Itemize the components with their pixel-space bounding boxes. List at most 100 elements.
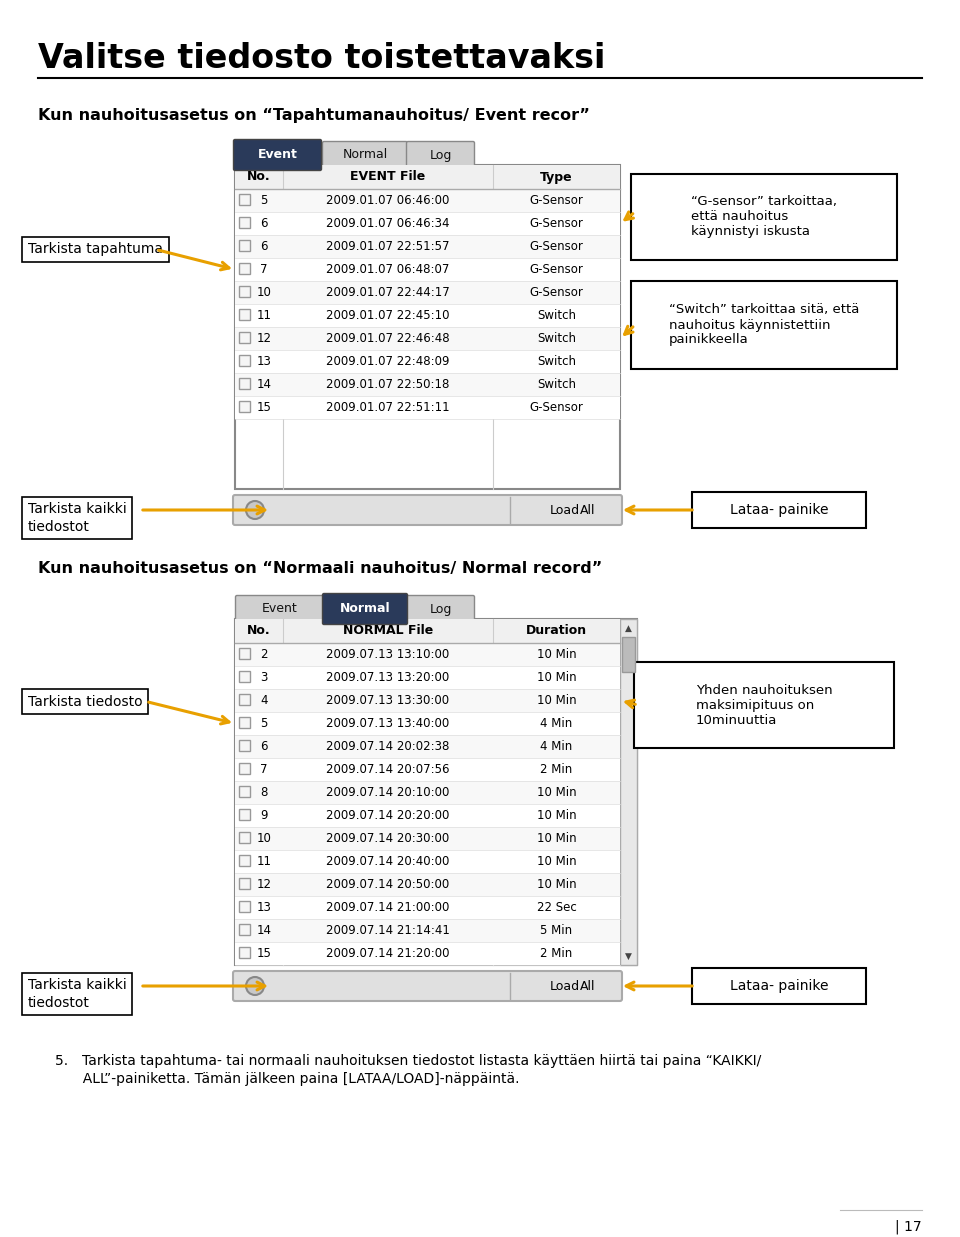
Bar bbox=[239, 763, 250, 774]
Text: Type: Type bbox=[540, 171, 573, 183]
Bar bbox=[235, 350, 620, 374]
Bar bbox=[239, 901, 250, 912]
Text: 15: 15 bbox=[256, 948, 272, 960]
Text: 10 Min: 10 Min bbox=[537, 833, 576, 845]
Text: G-Sensor: G-Sensor bbox=[530, 401, 584, 414]
Bar bbox=[235, 713, 620, 735]
Bar bbox=[235, 165, 620, 189]
Text: 5. Tarkista tapahtuma- tai normaali nauhoituksen tiedostot listasta käyttäen hii: 5. Tarkista tapahtuma- tai normaali nauh… bbox=[55, 1054, 761, 1068]
Text: 2009.07.14 20:02:38: 2009.07.14 20:02:38 bbox=[326, 740, 449, 753]
Text: Log: Log bbox=[429, 148, 452, 162]
Text: 10 Min: 10 Min bbox=[537, 809, 576, 823]
Text: No.: No. bbox=[247, 625, 271, 637]
Text: NORMAL File: NORMAL File bbox=[343, 625, 433, 637]
Text: 10 Min: 10 Min bbox=[537, 785, 576, 799]
Bar bbox=[239, 670, 250, 682]
Text: 5 Min: 5 Min bbox=[540, 924, 572, 936]
Bar bbox=[235, 758, 620, 781]
Text: 10: 10 bbox=[256, 286, 272, 299]
Bar bbox=[235, 618, 620, 643]
Bar bbox=[235, 327, 620, 350]
Text: 2009.01.07 06:48:07: 2009.01.07 06:48:07 bbox=[326, 263, 449, 276]
Text: G-Sensor: G-Sensor bbox=[530, 263, 584, 276]
Bar bbox=[235, 396, 620, 419]
Text: ALL”-painiketta. Tämän jälkeen paina [LATAA/LOAD]-näppäintä.: ALL”-painiketta. Tämän jälkeen paina [LA… bbox=[55, 1072, 519, 1086]
Text: All: All bbox=[580, 503, 595, 517]
Text: 15: 15 bbox=[256, 401, 272, 414]
Text: 14: 14 bbox=[256, 924, 272, 936]
Text: 2009.01.07 06:46:00: 2009.01.07 06:46:00 bbox=[326, 194, 449, 207]
Bar bbox=[239, 263, 250, 275]
Text: 2009.07.14 21:14:41: 2009.07.14 21:14:41 bbox=[326, 924, 450, 936]
Bar bbox=[239, 809, 250, 820]
Text: 2009.07.14 20:20:00: 2009.07.14 20:20:00 bbox=[326, 809, 449, 823]
Text: 10 Min: 10 Min bbox=[537, 670, 576, 684]
Text: 22 Sec: 22 Sec bbox=[537, 901, 576, 914]
Text: Tarkista tapahtuma: Tarkista tapahtuma bbox=[28, 242, 163, 256]
Text: 2 Min: 2 Min bbox=[540, 763, 572, 776]
Circle shape bbox=[246, 501, 264, 520]
Text: 2009.07.13 13:40:00: 2009.07.13 13:40:00 bbox=[326, 717, 449, 730]
Text: No.: No. bbox=[247, 171, 271, 183]
Text: 2009.07.13 13:20:00: 2009.07.13 13:20:00 bbox=[326, 670, 449, 684]
Text: 2009.01.07 22:51:11: 2009.01.07 22:51:11 bbox=[326, 401, 450, 414]
Text: Yhden nauhoituksen
maksimipituus on
10minuuttia: Yhden nauhoituksen maksimipituus on 10mi… bbox=[696, 684, 832, 726]
Bar bbox=[235, 259, 620, 281]
Bar bbox=[235, 212, 620, 235]
Text: 10 Min: 10 Min bbox=[537, 648, 576, 661]
Text: 2009.01.07 06:46:34: 2009.01.07 06:46:34 bbox=[326, 216, 449, 230]
Text: 7: 7 bbox=[260, 763, 268, 776]
Text: 4 Min: 4 Min bbox=[540, 717, 572, 730]
Bar bbox=[239, 355, 250, 366]
Text: 10 Min: 10 Min bbox=[537, 855, 576, 868]
Bar bbox=[235, 943, 620, 965]
Text: 8: 8 bbox=[260, 785, 268, 799]
Bar bbox=[235, 281, 620, 304]
FancyBboxPatch shape bbox=[323, 141, 407, 168]
Text: 2: 2 bbox=[260, 648, 268, 661]
Bar bbox=[235, 304, 620, 327]
Bar bbox=[239, 785, 250, 797]
FancyBboxPatch shape bbox=[233, 971, 622, 1001]
Bar bbox=[239, 401, 250, 412]
Text: 12: 12 bbox=[256, 878, 272, 891]
Text: Kun nauhoitusasetus on “Normaali nauhoitus/ Normal record”: Kun nauhoitusasetus on “Normaali nauhoit… bbox=[38, 562, 602, 576]
Text: 6: 6 bbox=[260, 240, 268, 254]
Text: Lataa- painike: Lataa- painike bbox=[730, 503, 828, 517]
Text: 2009.07.14 20:07:56: 2009.07.14 20:07:56 bbox=[326, 763, 449, 776]
Text: ▲: ▲ bbox=[625, 623, 632, 632]
Text: Switch: Switch bbox=[537, 355, 576, 367]
Text: Switch: Switch bbox=[537, 309, 576, 322]
Bar bbox=[235, 643, 620, 666]
Text: 3: 3 bbox=[260, 670, 268, 684]
Bar bbox=[239, 216, 250, 228]
Text: 5: 5 bbox=[260, 194, 268, 207]
FancyBboxPatch shape bbox=[323, 594, 407, 625]
Text: Event: Event bbox=[257, 148, 298, 162]
Text: Tarkista kaikki
tiedostot: Tarkista kaikki tiedostot bbox=[28, 502, 127, 533]
FancyBboxPatch shape bbox=[406, 595, 474, 622]
Bar bbox=[622, 637, 635, 672]
Text: 2009.07.14 20:10:00: 2009.07.14 20:10:00 bbox=[326, 785, 449, 799]
Bar bbox=[239, 948, 250, 957]
FancyBboxPatch shape bbox=[692, 969, 866, 1004]
Text: 10: 10 bbox=[256, 833, 272, 845]
Text: “Switch” tarkoittaa sitä, että
nauhoitus käynnistettiin
painikkeella: “Switch” tarkoittaa sitä, että nauhoitus… bbox=[669, 303, 859, 346]
Bar bbox=[239, 332, 250, 343]
Bar bbox=[235, 189, 620, 212]
Text: Valitse tiedosto toistettavaksi: Valitse tiedosto toistettavaksi bbox=[38, 42, 606, 75]
FancyBboxPatch shape bbox=[692, 492, 866, 528]
Text: 2009.01.07 22:45:10: 2009.01.07 22:45:10 bbox=[326, 309, 449, 322]
Bar bbox=[239, 194, 250, 205]
Bar bbox=[239, 379, 250, 388]
Bar bbox=[235, 828, 620, 850]
Bar bbox=[239, 240, 250, 251]
Bar bbox=[235, 781, 620, 804]
Text: G-Sensor: G-Sensor bbox=[530, 286, 584, 299]
Text: Normal: Normal bbox=[343, 148, 388, 162]
Text: 2009.01.07 22:50:18: 2009.01.07 22:50:18 bbox=[326, 379, 449, 391]
Text: 2009.01.07 22:46:48: 2009.01.07 22:46:48 bbox=[326, 332, 450, 345]
Text: “G-sensor” tarkoittaa,
että nauhoitus
käynnistyi iskusta: “G-sensor” tarkoittaa, että nauhoitus kä… bbox=[691, 195, 837, 239]
Text: 6: 6 bbox=[260, 216, 268, 230]
Text: 2009.07.13 13:10:00: 2009.07.13 13:10:00 bbox=[326, 648, 449, 661]
